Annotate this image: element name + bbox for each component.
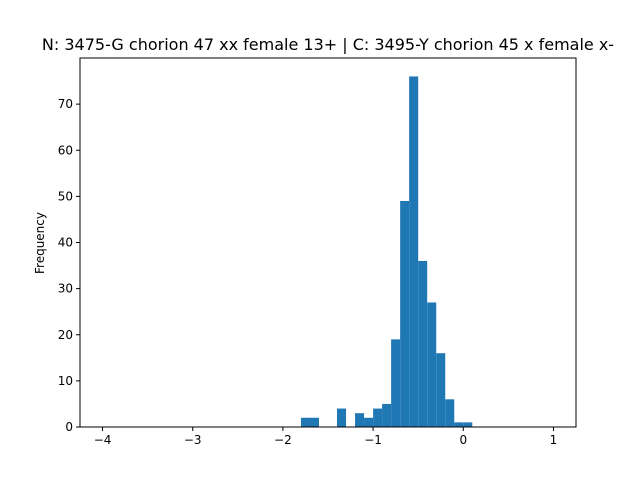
histogram-bar	[300, 417, 310, 427]
y-tick-label: 50	[58, 189, 73, 203]
histogram-bar	[454, 422, 464, 427]
histogram-bar	[400, 200, 410, 427]
histogram-bar	[364, 417, 374, 427]
histogram-bar	[463, 422, 473, 427]
y-tick-label: 10	[58, 374, 73, 388]
histogram-bar	[373, 408, 383, 427]
histogram-bar	[309, 417, 319, 427]
bars-group	[300, 76, 473, 427]
x-tick-label: 1	[550, 433, 558, 447]
y-tick-label: 70	[58, 97, 73, 111]
y-tick-label: 20	[58, 328, 73, 342]
histogram-bar	[382, 403, 392, 427]
y-axis-label: Frequency	[33, 212, 47, 274]
x-tick-label: −4	[94, 433, 112, 447]
x-tick-label: −3	[184, 433, 202, 447]
histogram-bar	[337, 408, 347, 427]
histogram-bar	[418, 260, 428, 427]
x-tick-label: 0	[459, 433, 467, 447]
histogram-bar	[445, 399, 455, 427]
y-tick-label: 60	[58, 143, 73, 157]
y-tick-label: 40	[58, 236, 73, 250]
histogram-bar	[427, 302, 437, 427]
x-tick-label: −1	[364, 433, 382, 447]
plot-frame	[79, 57, 577, 428]
chart-title: N: 3475-G chorion 47 xx female 13+ | C: …	[42, 35, 614, 54]
y-tick-label: 30	[58, 282, 73, 296]
y-tick-label: 0	[65, 420, 73, 434]
histogram-bar	[355, 413, 365, 427]
histogram-bar	[436, 353, 446, 427]
x-tick-label: −2	[274, 433, 292, 447]
histogram-bar	[391, 339, 401, 427]
histogram-bar	[409, 76, 419, 427]
